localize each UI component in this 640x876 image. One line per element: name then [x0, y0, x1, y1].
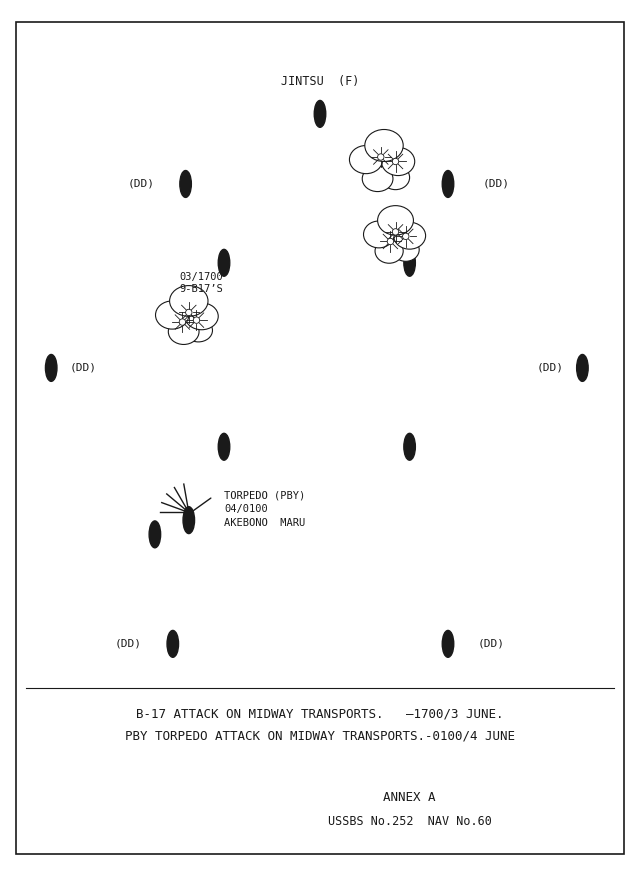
Text: ANNEX A: ANNEX A — [383, 791, 436, 803]
Ellipse shape — [167, 631, 179, 657]
Ellipse shape — [193, 317, 200, 323]
Ellipse shape — [394, 223, 426, 249]
Text: (DD): (DD) — [537, 363, 564, 373]
Text: (DD): (DD) — [478, 639, 505, 649]
Ellipse shape — [45, 355, 57, 381]
Ellipse shape — [375, 239, 403, 263]
Ellipse shape — [168, 319, 199, 344]
Ellipse shape — [218, 250, 230, 276]
Ellipse shape — [362, 166, 393, 192]
Ellipse shape — [392, 159, 399, 165]
Ellipse shape — [170, 286, 208, 316]
Text: (DD): (DD) — [115, 639, 141, 649]
Ellipse shape — [218, 434, 230, 460]
Ellipse shape — [577, 355, 588, 381]
Text: (DD): (DD) — [127, 179, 154, 189]
Text: PBY TORPEDO ATTACK ON MIDWAY TRANSPORTS.-0100/4 JUNE: PBY TORPEDO ATTACK ON MIDWAY TRANSPORTS.… — [125, 730, 515, 742]
Ellipse shape — [365, 130, 403, 161]
Ellipse shape — [378, 154, 384, 160]
Text: TORPEDO (PBY): TORPEDO (PBY) — [224, 491, 305, 501]
Ellipse shape — [184, 319, 212, 342]
Ellipse shape — [314, 101, 326, 127]
Ellipse shape — [179, 319, 186, 325]
Text: B-17 ATTACK ON MIDWAY TRANSPORTS.   —1700/3 JUNE.: B-17 ATTACK ON MIDWAY TRANSPORTS. —1700/… — [136, 708, 504, 720]
Ellipse shape — [183, 506, 195, 533]
Ellipse shape — [381, 166, 410, 189]
Ellipse shape — [364, 221, 394, 248]
Ellipse shape — [185, 303, 218, 329]
Text: USSBS No.252  NAV No.60: USSBS No.252 NAV No.60 — [328, 816, 492, 828]
Ellipse shape — [156, 301, 189, 329]
Ellipse shape — [180, 171, 191, 197]
Ellipse shape — [186, 309, 192, 315]
Text: AKEBONO  MARU: AKEBONO MARU — [224, 518, 305, 528]
Ellipse shape — [392, 238, 419, 261]
Ellipse shape — [404, 250, 415, 276]
Text: 03/1700
9-B17’S: 03/1700 9-B17’S — [179, 272, 223, 294]
Ellipse shape — [378, 206, 413, 235]
Ellipse shape — [149, 521, 161, 548]
Text: (DD): (DD) — [483, 179, 509, 189]
Ellipse shape — [442, 171, 454, 197]
Text: JINTSU  (F): JINTSU (F) — [281, 74, 359, 88]
Ellipse shape — [392, 229, 399, 235]
Text: (DD): (DD) — [70, 363, 97, 373]
Text: 04/0100: 04/0100 — [224, 504, 268, 513]
Ellipse shape — [349, 145, 383, 173]
Ellipse shape — [442, 631, 454, 657]
Ellipse shape — [403, 233, 409, 239]
Ellipse shape — [381, 147, 415, 175]
Ellipse shape — [404, 434, 415, 460]
Ellipse shape — [387, 238, 394, 244]
